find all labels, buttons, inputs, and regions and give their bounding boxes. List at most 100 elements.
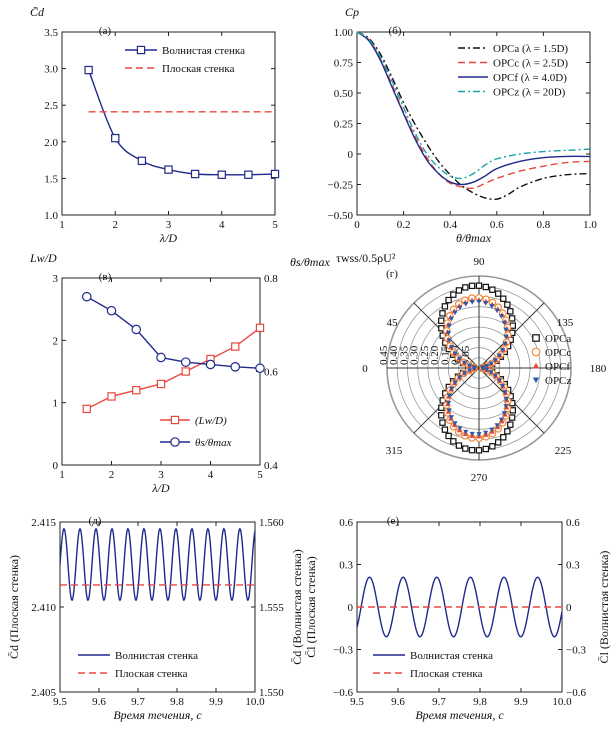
y-right-axis-label: C̄l (Волнистая стенка) [597,551,611,664]
series-line-1 [356,31,591,201]
data-point [205,359,216,370]
polar-data-point [496,378,502,384]
polar-data-point [439,419,446,426]
x-tick-label: 2 [109,469,115,481]
x-tick-label: 1 [59,469,65,481]
polar-data-point [475,447,483,454]
polar-data-point [455,287,463,294]
polar-angle-label: 0 [362,363,368,375]
polar-data-point [504,428,511,435]
x-tick-label: 1 [59,219,65,231]
y-tick-label: 2.405 [31,687,56,699]
x-tick-label: 5 [272,219,278,231]
x-axis-label: λ/D [159,231,178,245]
data-point [111,133,120,143]
y-tick-label: 2.5 [44,100,58,112]
y-tick-label: 3.5 [44,27,58,39]
series-line-3 [356,31,591,186]
legend-label: OPCz [545,375,571,387]
polar-angle-label: 135 [557,317,574,329]
polar-data-point [456,427,462,433]
legend-label: OPCf (λ = 4.0D) [493,72,567,84]
legend-label: θs/θmax [195,437,232,449]
polar-data-point [492,373,499,379]
polar-data-point [500,383,506,389]
polar-data-point [451,422,457,428]
legend-label: Плоская стенка [162,63,235,75]
legend-marker [532,334,540,342]
legend-marker [170,437,180,447]
polar-data-point [469,431,475,437]
polar-data-point [503,334,509,340]
polar-data-point [501,320,507,326]
x-tick-label: 4 [208,469,214,481]
polar-radius-label: 0.20 [429,345,441,365]
series-line-4 [356,31,591,180]
polar-data-point [439,310,446,317]
legend-label: Волнистая стенка [162,45,245,57]
polar-data-point [503,327,509,333]
data-point [180,357,191,367]
x-tick-label: 9.7 [432,696,446,708]
polar-data-point [476,432,482,437]
polar-data-point [494,423,500,428]
y-tick-label: 3.0 [44,64,58,76]
polar-data-point [482,445,490,453]
y-axis-label: C̄d [30,5,45,19]
polar-data-point [492,358,499,363]
x-tick-label: 1.0 [583,219,597,231]
polar-data-point [438,412,445,419]
y-tick-label: 1.00 [334,27,354,39]
panel-label: (г) [386,268,398,280]
polar-title: τwss/0.5ρU² [336,251,396,265]
y-right-tick-label: 0 [566,602,572,614]
legend-label: (Lw/D) [195,415,227,427]
y-right-tick-label: 1.555 [259,602,284,614]
polar-data-point [504,301,511,308]
polar-data-point [445,296,452,304]
data-point [82,404,91,414]
polar-data-point [462,445,469,452]
polar-data-point [449,386,455,392]
polar-data-point [508,414,516,421]
polar-data-point [507,308,514,315]
x-tick-label: 9.5 [350,696,364,708]
polar-data-point [445,409,451,414]
y-right-tick-label: 1.560 [259,517,284,529]
data-point [230,362,241,372]
x-tick-label: 10.0 [245,696,265,708]
x-tick-label: 0 [354,219,360,231]
series-line-1 [87,69,276,176]
legend-label: Волнистая стенка [410,650,493,662]
x-tick-label: 10.0 [552,696,572,708]
data-point [132,386,141,395]
y-tick-label: 0.75 [334,58,354,70]
polar-data-point [468,282,476,290]
panel-label: (е) [387,515,400,527]
polar-data-point [503,404,509,409]
polar-data-point [483,301,489,306]
polar-data-point [483,430,489,436]
polar-data-point [482,283,490,291]
chart-panel-b: 0 0.2 0.4 0.6 0.8 1.0 −0.50 −0.25 0 0.25 0.50 0.75 1… [328,5,598,245]
polar-data-point [452,310,458,316]
legend-label: Плоская стенка [410,668,483,680]
polar-data-point [441,426,449,433]
polar-data-point [441,303,449,310]
data-point [84,65,93,75]
polar-data-point [447,416,454,421]
panel-label: (а) [99,25,112,37]
x-axis-label: Время течения, с [415,708,504,722]
polar-data-point [457,426,463,431]
polar-data-point [508,315,516,322]
x-tick-label: 4 [219,219,225,231]
y-tick-label: 0.50 [334,88,354,100]
x-tick-label: 3 [158,469,164,481]
y-tick-label: −0.6 [333,687,353,699]
y-tick-label: −0.50 [328,210,354,222]
x-tick-label: 9.8 [473,696,487,708]
polar-data-point [450,291,457,298]
legend-label: OPCz (λ = 20D) [493,87,566,99]
polar-data-point [455,442,463,449]
y-tick-label: 0.25 [334,119,354,131]
